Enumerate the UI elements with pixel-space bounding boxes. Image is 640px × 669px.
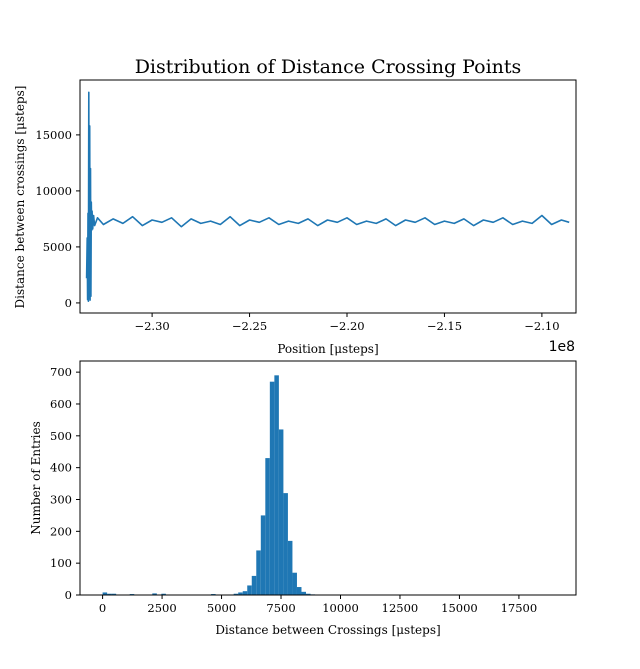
y-tick-label: 0 [65,588,72,602]
histogram-bar [283,493,288,595]
histogram-xlabel: Distance between Crossings [μsteps] [215,623,440,637]
line-chart-x-axis: −2.30 −2.25 −2.20 −2.15 −2.10 [134,313,560,333]
histogram-bar [152,593,157,595]
x-tick-label: −2.10 [524,319,559,333]
histogram-bar [233,593,239,595]
line-chart-series [85,91,570,303]
histogram-bar [238,592,243,595]
y-tick-label: 600 [50,397,72,411]
histogram-bar [256,550,261,595]
x-tick-label: 7500 [266,601,295,615]
histogram-bar [265,458,270,595]
line-chart-title: Distribution of Distance Crossing Points [135,56,522,78]
x-tick-label: 5000 [207,601,236,615]
histogram-chart: 0 2500 5000 7500 10000 12500 15000 17500 0 100 20… [29,360,577,637]
line-chart-x-offset: 1e8 [549,339,575,355]
y-tick-label: 700 [50,365,72,379]
histogram-bar [292,572,297,595]
histogram-bar [296,587,302,595]
histogram-bar [251,575,257,595]
histogram-bar [260,515,266,595]
x-tick-label: 17500 [501,601,538,615]
line-chart-plot-area [80,80,576,313]
x-tick-label: −2.20 [329,319,364,333]
histogram-bar [278,429,284,595]
y-tick-label: 0 [65,296,72,310]
x-tick-label: 0 [99,601,106,615]
histogram-bar [274,375,279,595]
histogram-bar [102,592,108,595]
y-tick-label: 500 [50,429,72,443]
histogram-ylabel: Number of Entries [29,421,43,535]
line-chart-xlabel: Position [μsteps] [277,342,378,356]
x-tick-label: −2.25 [232,319,267,333]
histogram-x-axis: 0 2500 5000 7500 10000 12500 15000 17500 [99,595,537,615]
y-tick-label: 400 [50,461,72,475]
histogram-bar [306,593,311,595]
histogram-bar [242,591,248,595]
x-tick-label: 10000 [322,601,359,615]
x-tick-label: −2.30 [134,319,169,333]
y-tick-label: 100 [50,556,72,570]
y-tick-label: 200 [50,524,72,538]
x-tick-label: 15000 [441,601,478,615]
histogram-bar [107,593,112,595]
y-tick-label: 10000 [35,184,72,198]
histogram-bar [301,591,306,595]
line-chart: Distribution of Distance Crossing Points… [13,56,577,356]
histogram-frame [79,360,577,596]
line-chart-ylabel: Distance between crossings [μsteps] [13,86,27,309]
histogram-y-axis: 0 100 200 300 400 500 600 700 [50,365,80,602]
line-chart-frame [79,79,577,314]
histogram-bar [269,381,275,595]
x-tick-label: −2.15 [427,319,462,333]
histogram-bar [161,593,166,595]
histogram-plot-area [80,361,576,595]
y-tick-label: 15000 [35,128,72,142]
series-line-0 [85,91,570,303]
histogram-bar [287,540,293,595]
x-tick-label: 2500 [147,601,176,615]
line-chart-y-axis: 0 5000 10000 15000 [35,128,80,310]
y-tick-label: 5000 [43,240,72,254]
x-tick-label: 12500 [382,601,419,615]
y-tick-label: 300 [50,492,72,506]
histogram-bar [247,585,252,595]
histogram-bar [111,593,117,595]
